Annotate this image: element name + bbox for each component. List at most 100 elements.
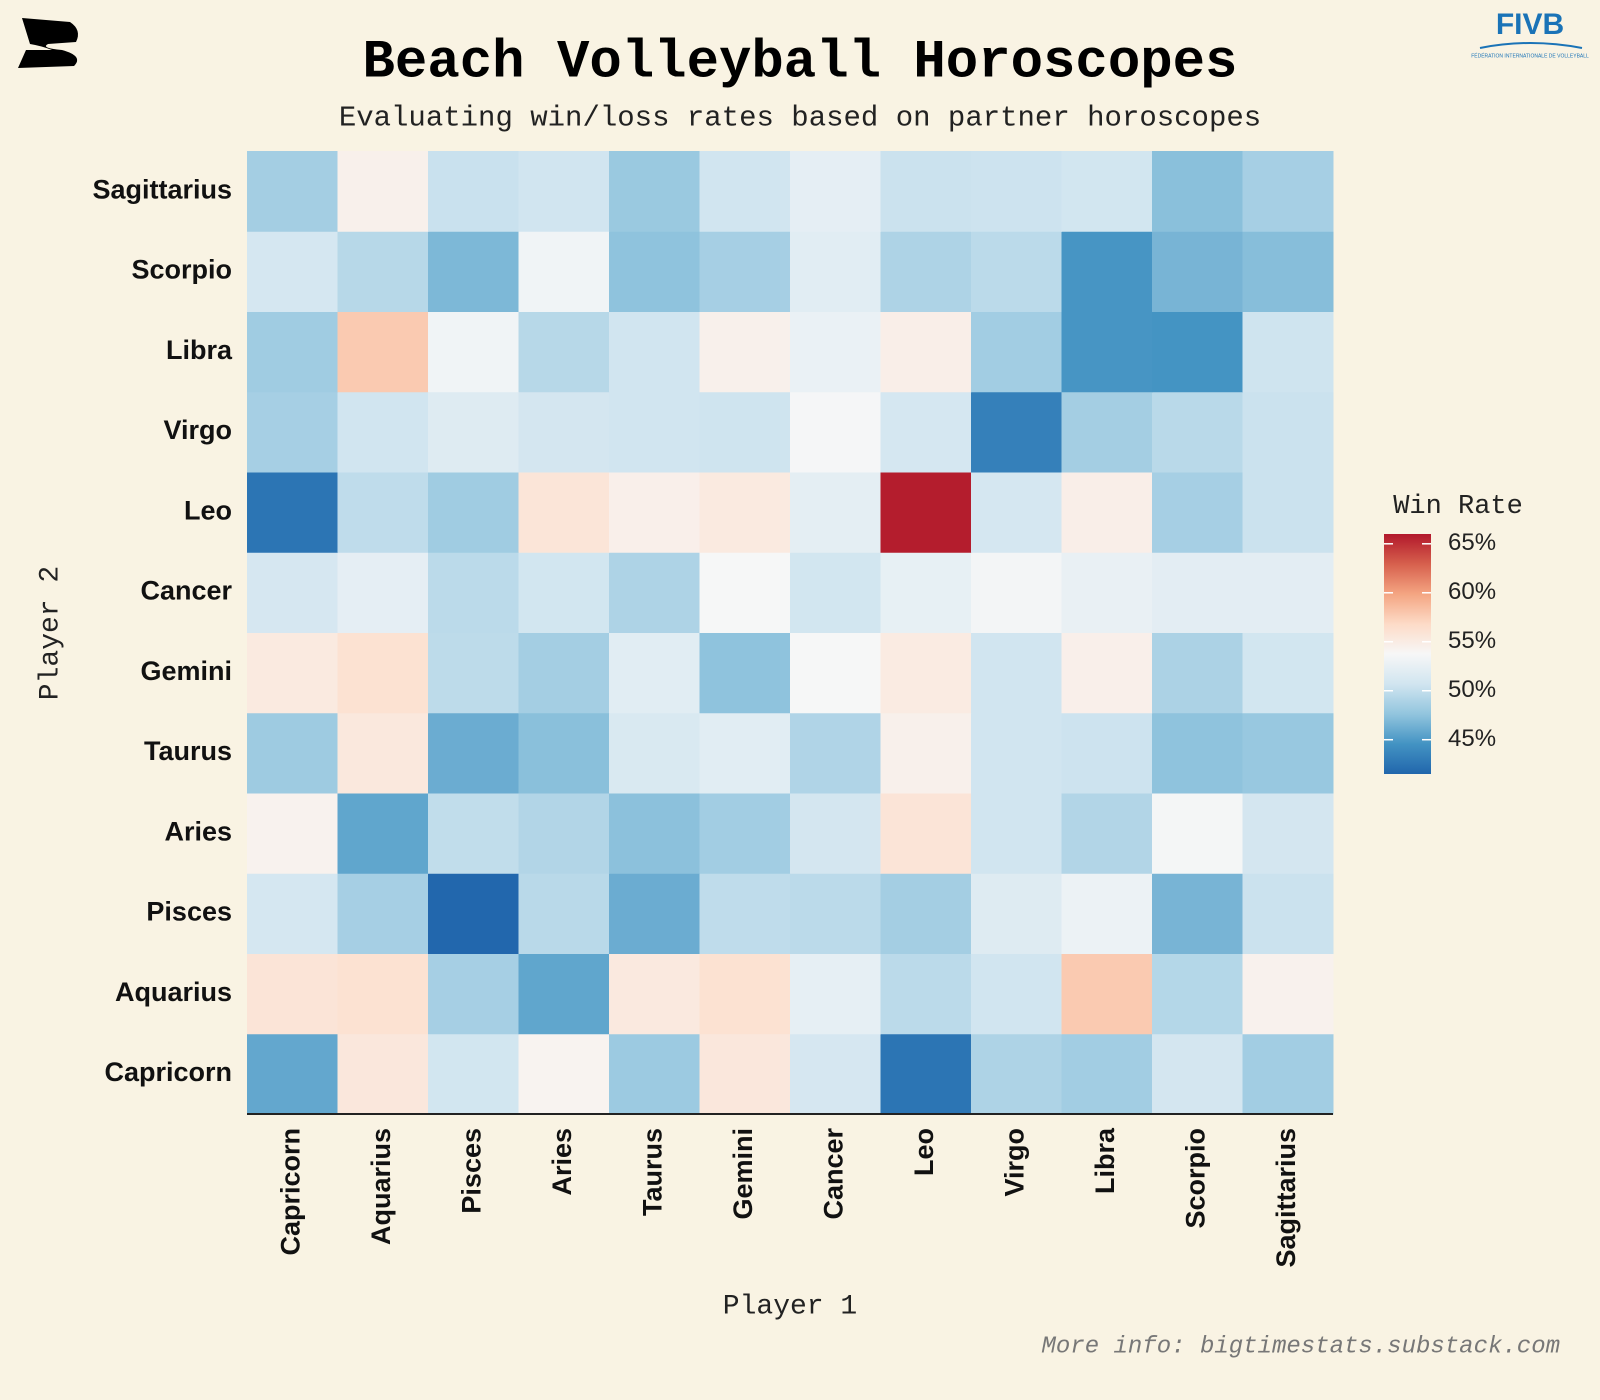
y-tick-label: Capricorn <box>104 1057 232 1087</box>
heatmap-cell <box>1242 793 1334 874</box>
heatmap-cell <box>518 1033 610 1115</box>
heatmap-cell <box>880 953 972 1035</box>
heatmap-cell <box>337 151 429 232</box>
colorbar-tick-label: 55% <box>1448 627 1496 654</box>
heatmap-cell <box>428 231 519 312</box>
heatmap-cell <box>880 552 972 633</box>
heatmap-cell <box>337 552 429 633</box>
heatmap-cell <box>1152 1033 1243 1115</box>
heatmap-cell <box>790 632 881 714</box>
heatmap-cell <box>1242 712 1334 794</box>
heatmap-cell <box>247 953 338 1035</box>
heatmap-cell <box>428 793 519 874</box>
left-logo <box>18 18 78 68</box>
heatmap-cell <box>1242 1033 1334 1115</box>
heatmap-cell <box>247 1033 338 1115</box>
heatmap-cell <box>699 953 791 1035</box>
heatmap-cell <box>1242 873 1334 954</box>
heatmap-cell <box>790 873 881 954</box>
heatmap-cell <box>518 472 610 553</box>
heatmap-cell <box>880 632 972 714</box>
heatmap-cell <box>518 311 610 393</box>
x-tick-label: Leo <box>909 1128 939 1176</box>
heatmap-cell <box>609 151 700 232</box>
heatmap-cell <box>790 311 881 393</box>
heatmap-cell <box>247 712 338 794</box>
y-tick-label: Virgo <box>163 415 232 445</box>
heatmap-cell <box>790 552 881 633</box>
heatmap-cell <box>1061 151 1153 232</box>
heatmap-cell <box>1061 1033 1153 1115</box>
heatmap-cell <box>518 552 610 633</box>
heatmap-cell <box>337 953 429 1035</box>
logo-swoosh <box>1479 42 1583 49</box>
chart-subtitle: Evaluating win/loss rates based on partn… <box>339 102 1261 135</box>
heatmap-cell <box>609 472 700 553</box>
heatmap-cell <box>428 873 519 954</box>
heatmap-cell <box>699 1033 791 1115</box>
heatmap-cell <box>880 311 972 393</box>
heatmap-cell <box>790 391 881 473</box>
heatmap-cell <box>1061 712 1153 794</box>
heatmap-cell <box>699 712 791 794</box>
heatmap-cell <box>699 793 791 874</box>
heatmap-cell <box>337 712 429 794</box>
heatmap-cell <box>971 632 1062 714</box>
heatmap-cell <box>1061 552 1153 633</box>
heatmap-cell <box>971 311 1062 393</box>
heatmap-cell <box>971 873 1062 954</box>
heatmap-cell <box>247 151 338 232</box>
heatmap-cell <box>428 953 519 1035</box>
x-tick-label: Gemini <box>728 1128 758 1220</box>
y-tick-label: Pisces <box>146 897 232 927</box>
heatmap-cell <box>1061 873 1153 954</box>
x-tick-label: Aries <box>547 1128 577 1196</box>
heatmap-cell <box>1242 552 1334 633</box>
y-tick-label: Cancer <box>140 576 232 606</box>
heatmap-cell <box>699 472 791 553</box>
heatmap-cell <box>1061 311 1153 393</box>
heatmap-cell <box>609 552 700 633</box>
heatmap-cell <box>971 793 1062 874</box>
x-tick-label: Scorpio <box>1180 1128 1210 1229</box>
x-tick-label: Cancer <box>818 1128 848 1220</box>
heatmap-cell <box>699 632 791 714</box>
heatmap-cell <box>337 311 429 393</box>
heatmap-cell <box>699 552 791 633</box>
heatmap-cell <box>428 1033 519 1115</box>
heatmap-cell <box>609 231 700 312</box>
x-tick-label: Aquarius <box>366 1128 396 1245</box>
heatmap-cell <box>428 712 519 794</box>
heatmap-cell <box>1242 231 1334 312</box>
heatmap-cell <box>518 712 610 794</box>
heatmap-cell <box>699 311 791 393</box>
y-tick-label: Sagittarius <box>92 174 232 204</box>
heatmap-cell <box>428 151 519 232</box>
y-tick-label: Scorpio <box>131 255 232 285</box>
heatmap-cell <box>1061 953 1153 1035</box>
heatmap-cell <box>1061 632 1153 714</box>
x-tick-label: Libra <box>1090 1127 1120 1194</box>
heatmap-cell <box>247 632 338 714</box>
heatmap-cell <box>880 231 972 312</box>
heatmap-cell <box>1152 873 1243 954</box>
x-tick-label: Virgo <box>999 1128 1029 1197</box>
heatmap-cell <box>337 472 429 553</box>
x-tick-label: Sagittarius <box>1271 1128 1301 1268</box>
heatmap-cell <box>247 311 338 393</box>
heatmap-cell <box>1242 311 1334 393</box>
heatmap-cell <box>790 953 881 1035</box>
colorbar-tick-label: 60% <box>1448 578 1496 605</box>
heatmap-cell <box>790 472 881 553</box>
y-tick-label: Gemini <box>140 656 232 686</box>
y-axis-label: Player 2 <box>35 566 66 700</box>
heatmap-cell <box>518 231 610 312</box>
heatmap-cell <box>1152 311 1243 393</box>
heatmap-cell <box>518 953 610 1035</box>
heatmap-cell <box>971 151 1062 232</box>
heatmap-cell <box>518 391 610 473</box>
heatmap-cell <box>1061 391 1153 473</box>
heatmap-cell <box>790 793 881 874</box>
heatmap-cell <box>1152 472 1243 553</box>
